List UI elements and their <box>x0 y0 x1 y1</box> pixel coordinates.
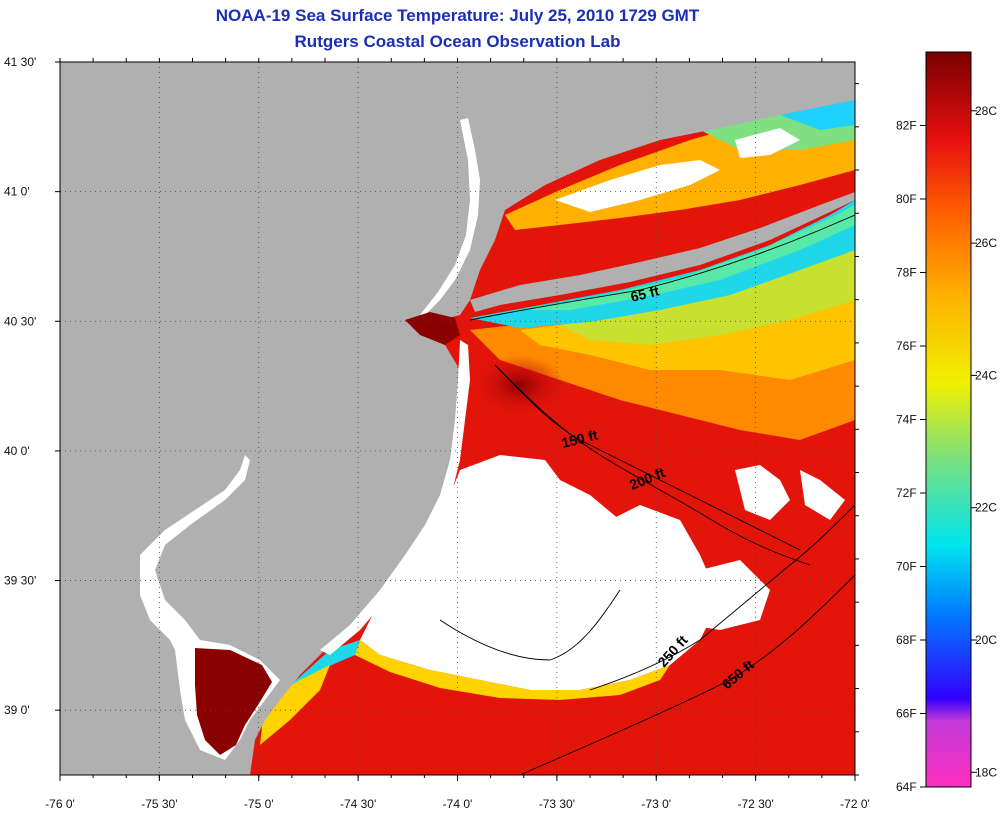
colorbar-fahrenheit-scale: 64F 66F 68F 70F 72F 74F 76F 78F 80F 82F <box>896 119 926 794</box>
lat-tick-label: 39 30' <box>4 574 36 588</box>
lon-tick-label: -73 0' <box>641 797 671 811</box>
colorbar-c-label: 26C <box>975 236 997 250</box>
colorbar-c-label: 28C <box>975 104 997 118</box>
depth-label-65ft: 65 ft <box>629 282 661 305</box>
cool-band <box>560 240 855 345</box>
delaware-bay <box>195 648 272 755</box>
colorbar-c-label: 18C <box>975 765 997 779</box>
long-island <box>470 192 855 312</box>
map-title: NOAA-19 Sea Surface Temperature: July 25… <box>215 6 700 25</box>
colorbar-f-label: 72F <box>896 486 917 500</box>
lon-tick-label: -73 30' <box>539 797 575 811</box>
colorbar-f-label: 82F <box>896 119 917 133</box>
colorbar-c-label: 20C <box>975 633 997 647</box>
colorbar-f-label: 76F <box>896 339 917 353</box>
nj-coast <box>320 340 470 655</box>
cool-water-band <box>470 200 855 328</box>
colorbar-f-label: 78F <box>896 266 917 280</box>
lon-tick-label: -76 0' <box>45 797 75 811</box>
lat-tick-label: 41 0' <box>4 185 30 199</box>
latitude-axis: 41 30' 41 0' 40 30' 40 0' 39 30' 39 0' <box>4 55 859 776</box>
hudson-river <box>410 118 480 325</box>
longitude-axis: -76 0' -75 30' -75 0' -74 30' -74 0' -73 30' -… <box>45 58 870 811</box>
colorbar-f-label: 70F <box>896 560 917 574</box>
colorbar-c-label: 24C <box>975 368 997 382</box>
lat-tick-label: 41 30' <box>4 55 36 69</box>
colorbar-f-label: 68F <box>896 633 917 647</box>
lon-tick-label: -74 30' <box>340 797 376 811</box>
colorbar-f-label: 66F <box>896 707 917 721</box>
delaware-river <box>140 455 250 660</box>
lon-tick-label: -72 30' <box>737 797 773 811</box>
cloud-mask-main <box>360 455 720 690</box>
hot-spot <box>475 355 565 415</box>
colorbar-f-label: 64F <box>896 780 917 794</box>
colorbar-f-label: 80F <box>896 192 917 206</box>
lon-tick-label: -74 0' <box>443 797 473 811</box>
lat-tick-label: 39 0' <box>4 703 30 717</box>
colorbar-c-label: 22C <box>975 501 997 515</box>
map-subtitle: Rutgers Coastal Ocean Observation Lab <box>294 32 621 51</box>
lon-tick-label: -75 0' <box>244 797 274 811</box>
lon-tick-label: -75 30' <box>141 797 177 811</box>
colorbar-celsius-scale: 18C 20C 22C 24C 26C 28C <box>971 104 997 779</box>
lat-tick-label: 40 30' <box>4 314 36 328</box>
map-plot-area: 65 ft 150 ft 200 ft 250 ft 650 ft <box>60 62 855 775</box>
colorbar-f-label: 74F <box>896 413 917 427</box>
depth-contours <box>439 214 855 775</box>
lon-tick-label: -72 0' <box>840 797 870 811</box>
ny-harbor <box>405 312 460 345</box>
colorbar <box>925 51 972 788</box>
lat-tick-label: 40 0' <box>4 444 30 458</box>
